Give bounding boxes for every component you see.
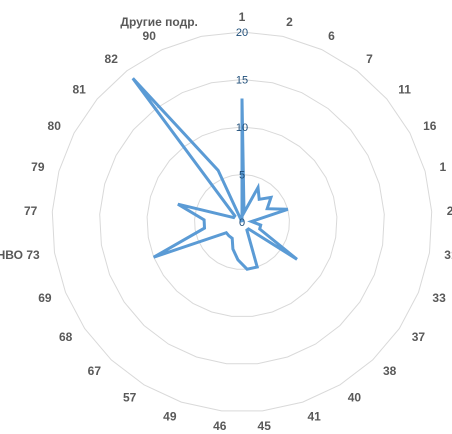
category-label: 67	[88, 364, 102, 378]
category-label: НВО 73	[0, 248, 40, 262]
category-label: 49	[163, 409, 177, 423]
grid-ring-15	[99, 78, 385, 365]
radial-tick-label: 0	[239, 217, 245, 229]
radial-tick-label: 5	[239, 170, 245, 182]
category-label: Другие подр.	[120, 15, 197, 29]
category-label: 16	[423, 119, 437, 133]
category-label: 77	[24, 204, 38, 218]
category-label: 1	[440, 160, 447, 174]
radial-tick-label: 10	[236, 122, 248, 134]
category-label: 68	[59, 330, 73, 344]
category-label: 45	[258, 419, 272, 433]
category-label: 79	[31, 160, 45, 174]
category-label: 69	[38, 291, 52, 305]
category-label: 11	[398, 82, 411, 96]
category-label: 40	[348, 391, 362, 405]
radial-tick-label: 15	[236, 75, 248, 87]
radar-series	[131, 77, 298, 271]
category-label: 1	[239, 10, 246, 24]
grid-ring-10	[146, 126, 338, 317]
category-label: 38	[383, 364, 397, 378]
category-label: 6	[328, 29, 335, 43]
category-label: 81	[72, 82, 86, 96]
category-label: 82	[105, 52, 119, 66]
radial-tick-labels: 0 5 10 15 20	[236, 27, 248, 229]
category-label: 37	[412, 330, 426, 344]
category-label: 33	[432, 291, 446, 305]
category-label: 2	[447, 204, 452, 218]
category-label: 57	[123, 391, 137, 405]
category-label: 80	[48, 119, 62, 133]
category-label: 90	[143, 29, 157, 43]
radial-tick-label: 20	[236, 27, 248, 39]
grid-ring-20	[51, 31, 433, 412]
grid-ring-5	[194, 173, 290, 270]
series-line-0	[131, 77, 298, 271]
category-label: 46	[213, 419, 227, 433]
radar-grid	[51, 31, 433, 412]
category-label: 2	[286, 15, 293, 29]
category-label: 41	[308, 409, 322, 423]
category-label: 31	[444, 248, 452, 262]
category-labels: 126711161231333738404145464957676869НВО …	[0, 10, 452, 433]
category-label: 7	[366, 52, 373, 66]
